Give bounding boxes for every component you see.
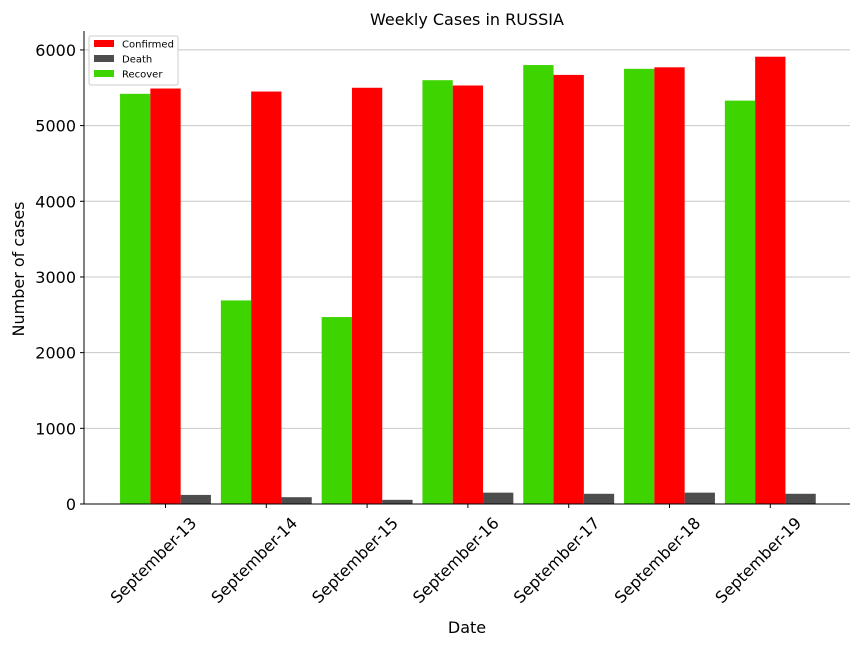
y-tick-label-6: 6000 [35, 41, 76, 60]
x-tick-label-4: September-17 [510, 513, 604, 607]
bar-recover-2 [321, 317, 352, 504]
bar-death-5 [684, 492, 715, 504]
x-tick-label-2: September-15 [308, 513, 402, 607]
legend-label-confirmed: Confirmed [122, 40, 174, 51]
bar-confirmed-5 [654, 67, 685, 504]
legend-label-recover: Recover [122, 70, 163, 81]
bar-confirmed-2 [351, 87, 383, 504]
bar-death-6 [785, 493, 816, 504]
bar-recover-1 [220, 300, 252, 504]
legend-swatch-death [94, 55, 114, 62]
legend-label-death: Death [122, 55, 152, 66]
y-tick-label-1: 1000 [35, 419, 76, 438]
axes [83, 31, 850, 505]
bar-recover-0 [120, 93, 151, 505]
x-tick-label-1: September-14 [207, 513, 301, 607]
bar-death-4 [583, 493, 615, 504]
x-tick-label-6: September-19 [711, 513, 805, 607]
y-axis-label: Number of cases [9, 202, 28, 337]
bar-confirmed-4 [553, 74, 584, 504]
legend: Confirmed Death Recover [88, 35, 179, 86]
bar-confirmed-0 [150, 88, 181, 505]
bars [120, 56, 816, 505]
bar-death-0 [180, 494, 211, 504]
legend-swatch-confirmed [94, 40, 114, 47]
bar-confirmed-3 [452, 85, 484, 505]
y-tick-label-2: 2000 [35, 344, 76, 363]
x-tick-label-3: September-16 [409, 513, 503, 607]
y-tick-label-4: 4000 [35, 192, 76, 211]
y-tick-label-3: 3000 [35, 268, 76, 287]
legend-swatch-recover [94, 70, 114, 77]
bar-recover-5 [624, 68, 655, 504]
x-tick-label-5: September-18 [611, 513, 705, 607]
y-tick-label-5: 5000 [35, 117, 76, 136]
bar-death-3 [483, 492, 514, 504]
bar-death-2 [382, 499, 413, 504]
chart-title: Weekly Cases in RUSSIA [370, 10, 564, 29]
y-tick-label-0: 0 [66, 495, 76, 514]
bar-confirmed-6 [755, 56, 786, 504]
bar-confirmed-1 [251, 91, 282, 504]
x-axis-label: Date [448, 618, 486, 637]
y-tick-labels: 0 1000 2000 3000 4000 5000 6000 [35, 41, 84, 514]
x-tick-labels: September-13 September-14 September-15 Sept… [107, 504, 805, 607]
bar-recover-3 [422, 80, 453, 504]
bar-recover-4 [523, 65, 554, 504]
x-tick-label-0: September-13 [107, 513, 201, 607]
bar-death-1 [281, 497, 312, 504]
bar-recover-6 [724, 100, 756, 504]
